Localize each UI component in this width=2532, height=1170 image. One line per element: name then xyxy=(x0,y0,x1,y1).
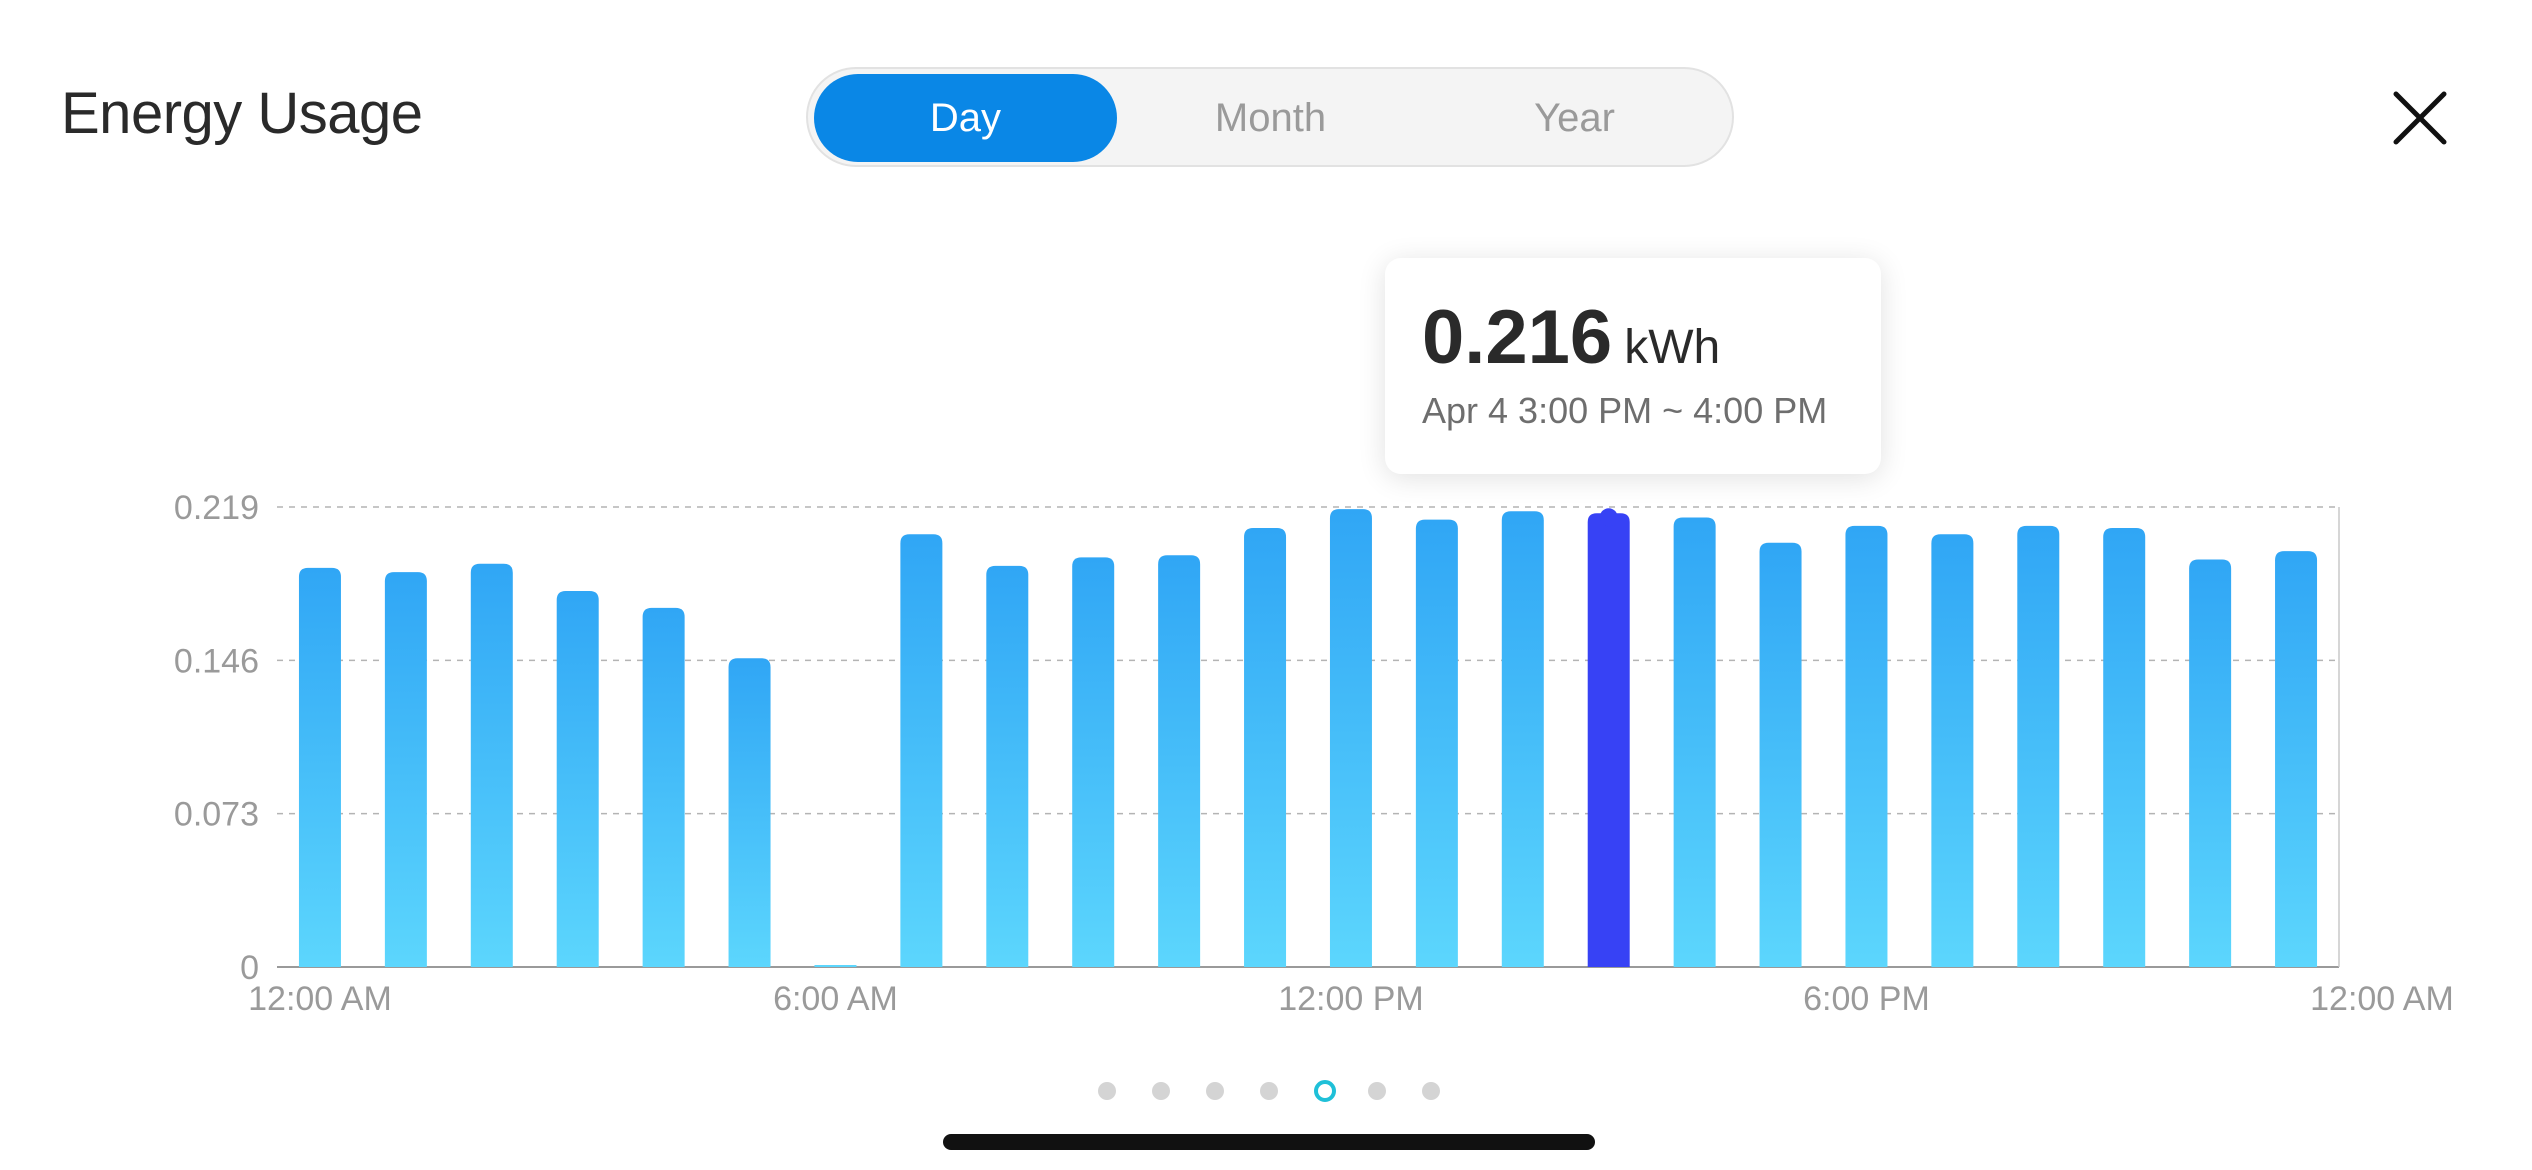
bar[interactable] xyxy=(2189,559,2232,967)
bar[interactable] xyxy=(1244,528,1287,967)
bar[interactable] xyxy=(1329,509,1372,967)
bar[interactable] xyxy=(2017,525,2060,967)
bar[interactable] xyxy=(728,658,771,967)
bar[interactable] xyxy=(1673,517,1716,967)
bar[interactable] xyxy=(556,591,599,967)
bar[interactable] xyxy=(900,534,943,967)
tooltip-value-row: 0.216 kWh xyxy=(1422,294,1720,381)
bar[interactable] xyxy=(986,565,1029,967)
bar[interactable] xyxy=(470,563,513,967)
bar[interactable] xyxy=(1072,557,1115,967)
bar[interactable] xyxy=(1931,534,1974,967)
bar[interactable] xyxy=(1759,542,1802,967)
x-tick-label: 6:00 PM xyxy=(1803,980,1930,1018)
bar[interactable] xyxy=(2103,528,2146,967)
energy-usage-bar-chart: 0 0.073 0.146 0.219 12:00 AM 6:00 AM 12:00 PM… xyxy=(174,489,2454,1018)
bar-selected[interactable] xyxy=(1587,513,1630,967)
page-dot[interactable] xyxy=(1260,1082,1278,1100)
bar[interactable] xyxy=(1845,525,1888,967)
tab-month[interactable]: Month xyxy=(1214,95,1327,140)
page-dot[interactable] xyxy=(1314,1080,1336,1102)
tooltip-value: 0.216 xyxy=(1422,295,1613,380)
y-tick-label: 0.146 xyxy=(174,642,259,680)
close-icon xyxy=(2393,91,2447,145)
home-indicator[interactable] xyxy=(943,1134,1595,1150)
bar[interactable] xyxy=(298,567,341,967)
selected-bar-marker xyxy=(1599,508,1618,527)
bar[interactable] xyxy=(642,607,685,967)
tooltip-time-range: Apr 4 3:00 PM ~ 4:00 PM xyxy=(1422,390,1828,431)
page-dot[interactable] xyxy=(1152,1082,1170,1100)
value-tooltip: 0.216 kWh Apr 4 3:00 PM ~ 4:00 PM xyxy=(1385,258,1881,474)
tab-day[interactable]: Day xyxy=(814,74,1117,162)
page-dot[interactable] xyxy=(1206,1082,1224,1100)
close-button[interactable] xyxy=(2392,90,2448,146)
y-tick-label: 0.219 xyxy=(174,489,259,527)
x-tick-label: 12:00 AM xyxy=(248,980,392,1018)
bar[interactable] xyxy=(814,965,857,967)
page-dot[interactable] xyxy=(1098,1082,1116,1100)
tooltip-unit: kWh xyxy=(1624,321,1721,374)
bar[interactable] xyxy=(1501,511,1544,967)
bar[interactable] xyxy=(1158,555,1201,967)
x-tick-label: 12:00 AM xyxy=(2310,980,2454,1018)
bar[interactable] xyxy=(1415,519,1458,967)
page-title: Energy Usage xyxy=(61,81,423,146)
y-tick-label: 0 xyxy=(240,949,259,987)
x-tick-label: 6:00 AM xyxy=(773,980,898,1018)
bar[interactable] xyxy=(384,572,427,967)
tab-year[interactable]: Year xyxy=(1534,95,1615,140)
page-dot[interactable] xyxy=(1422,1082,1440,1100)
y-tick-label: 0.073 xyxy=(174,796,259,834)
period-segmented-control: Day Month Year xyxy=(806,67,1734,167)
x-tick-label: 12:00 PM xyxy=(1278,980,1424,1018)
bar[interactable] xyxy=(2275,551,2318,967)
page-dot[interactable] xyxy=(1368,1082,1386,1100)
